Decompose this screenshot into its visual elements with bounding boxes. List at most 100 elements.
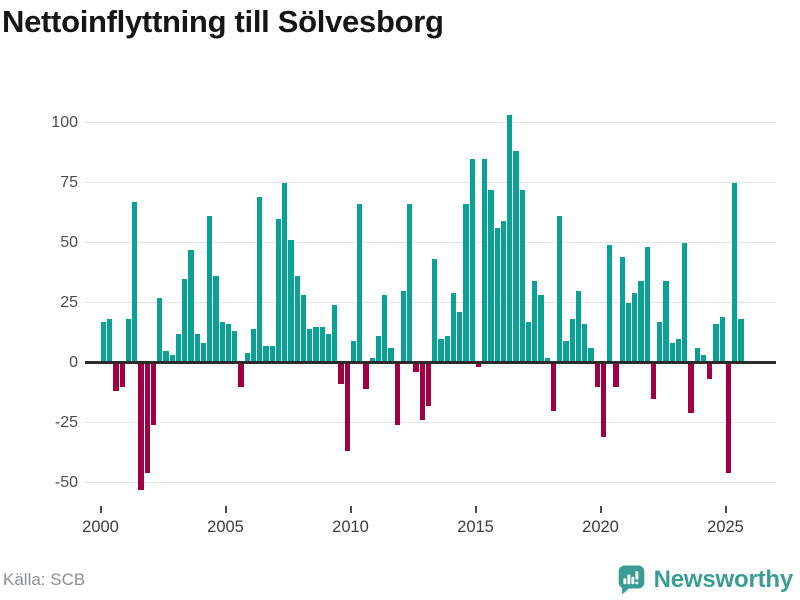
bar-positive [525, 321, 532, 363]
bar-positive [182, 278, 188, 363]
bar-positive [519, 189, 525, 363]
y-axis-tick-label: 0 [69, 353, 78, 371]
bar-positive [713, 324, 719, 363]
bar-negative [419, 362, 425, 421]
x-axis-tick-label: 2020 [582, 518, 619, 536]
x-axis-tick [349, 506, 352, 513]
bar-positive [175, 333, 182, 363]
bar-positive [538, 295, 544, 363]
bar-positive [457, 312, 463, 363]
bar-positive [682, 242, 688, 363]
bar-positive [188, 249, 194, 363]
x-axis-tick [99, 506, 102, 513]
bar-positive [500, 220, 507, 363]
bar-positive [100, 321, 107, 363]
bar-positive [719, 316, 725, 363]
chart-title: Nettoinflyttning till Sölvesborg [2, 4, 444, 39]
bar-negative [150, 362, 157, 425]
bar-positive [232, 331, 238, 363]
x-axis-tick [724, 506, 727, 513]
bar-negative [594, 362, 600, 387]
bar-positive [738, 319, 744, 363]
bar-positive [488, 189, 494, 363]
bar-positive [163, 350, 169, 363]
x-axis-tick [599, 506, 602, 513]
bar-positive [532, 280, 538, 363]
zero-axis-line [85, 361, 776, 364]
bar-positive [313, 326, 319, 363]
x-axis-tick-label: 2025 [707, 518, 744, 536]
bar-positive [157, 297, 163, 363]
bar-positive [669, 343, 675, 363]
bar-positive [513, 151, 519, 363]
bar-positive [325, 333, 332, 363]
bar-negative [550, 362, 557, 411]
bar-negative [425, 362, 432, 406]
bar-negative [119, 362, 125, 387]
gridline [85, 241, 776, 244]
bar-negative [613, 362, 619, 387]
bar-positive [444, 336, 450, 363]
bar-positive [332, 304, 338, 363]
bar-positive [569, 319, 575, 363]
bar-positive [269, 345, 275, 363]
bar-negative [650, 362, 657, 399]
y-axis-tick-label: 25 [60, 293, 78, 311]
bar-positive [307, 328, 313, 363]
bar-negative [688, 362, 694, 413]
newsworthy-logo[interactable]: Newsworthy [617, 564, 793, 596]
bar-positive [463, 204, 469, 363]
bar-positive [563, 340, 569, 363]
bar-positive [294, 276, 300, 363]
y-axis-tick-label: 100 [51, 113, 78, 131]
bar-positive [450, 292, 457, 363]
bar-positive [663, 280, 669, 363]
bar-positive [225, 324, 232, 363]
bar-negative [344, 362, 350, 452]
bar-positive [619, 256, 625, 363]
bar-positive [588, 348, 594, 363]
bar-negative [413, 362, 419, 373]
x-axis-tick [224, 506, 227, 513]
bar-positive [694, 348, 700, 363]
x-axis-tick-label: 2010 [332, 518, 369, 536]
bar-positive [213, 276, 219, 363]
bar-positive [607, 244, 613, 363]
bar-negative [707, 362, 713, 380]
bar-positive [469, 158, 475, 363]
x-axis-tick-label: 2015 [457, 518, 494, 536]
bar-positive [388, 348, 394, 363]
x-axis-tick [474, 506, 477, 513]
y-axis-tick-label: -25 [54, 413, 78, 431]
bar-positive [638, 280, 644, 363]
bar-positive [107, 319, 113, 363]
bar-positive [282, 182, 288, 363]
bar-negative [725, 362, 732, 473]
bar-positive [125, 319, 132, 363]
x-axis-tick-label: 2005 [207, 518, 244, 536]
bar-positive [582, 324, 588, 363]
bar-negative [138, 362, 144, 490]
bar-positive [675, 338, 682, 363]
y-axis-tick-label: -50 [54, 473, 78, 491]
bar-positive [575, 290, 582, 363]
bar-negative [363, 362, 369, 389]
bar-positive [288, 240, 294, 363]
bar-negative [144, 362, 150, 473]
bar-positive [300, 295, 307, 363]
bar-positive [657, 321, 663, 363]
y-axis-tick-label: 50 [60, 233, 78, 251]
bar-positive [732, 182, 738, 363]
bar-negative [338, 362, 344, 385]
gridline [85, 181, 776, 184]
bar-negative [238, 362, 244, 387]
bar-positive [544, 357, 550, 363]
gridline [85, 421, 776, 424]
bar-positive [482, 158, 488, 363]
bar-positive [494, 228, 500, 363]
bar-positive [357, 204, 363, 363]
bar-positive [263, 345, 269, 363]
gridline [85, 481, 776, 484]
newsworthy-logo-text: Newsworthy [653, 566, 794, 593]
